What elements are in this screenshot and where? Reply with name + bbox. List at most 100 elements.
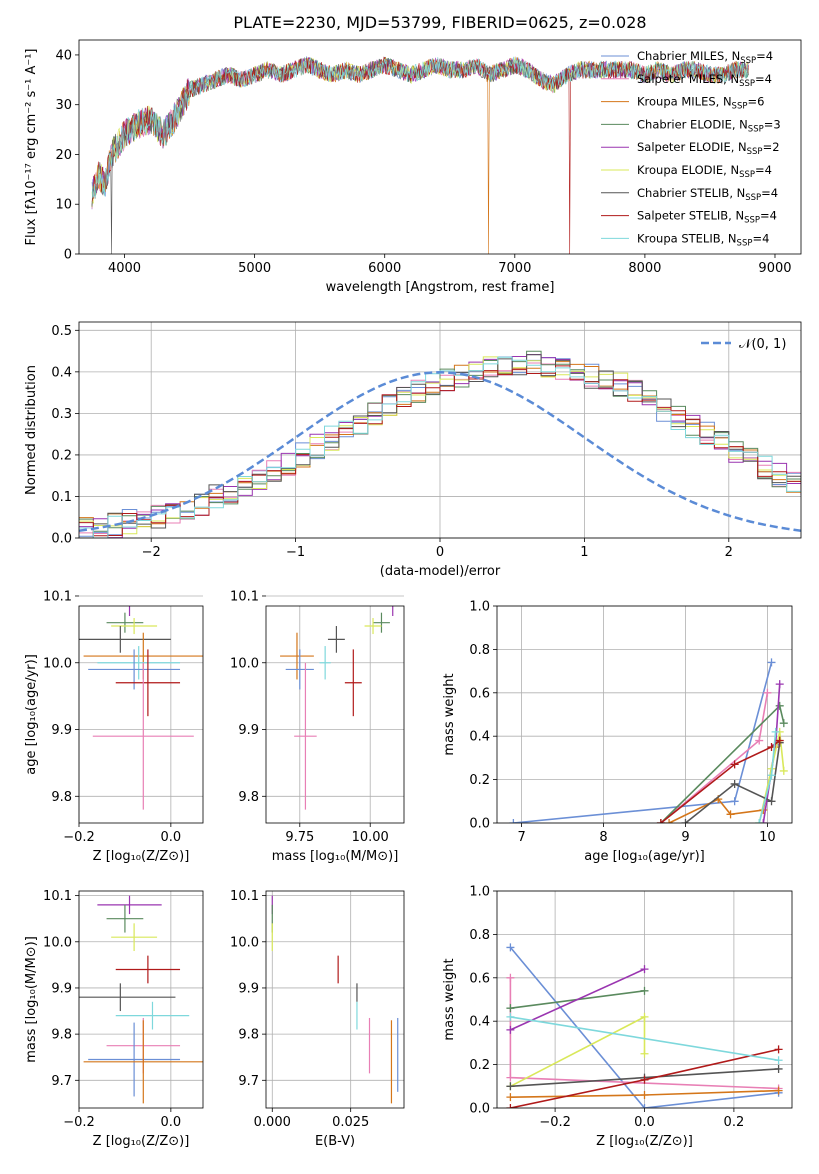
spectrum-line	[91, 56, 749, 198]
y-tick-label: 0.3	[51, 407, 72, 422]
y-tick-label: 0.8	[469, 643, 490, 658]
x-tick-label: 7	[517, 830, 525, 845]
y-tick-label: 1.0	[469, 885, 490, 900]
y-tick-label: 0.4	[469, 730, 490, 745]
y-tick-label: 10.0	[230, 935, 259, 950]
weight-line	[685, 742, 781, 823]
legend-suffix: =6	[747, 95, 764, 109]
histogram-step	[79, 354, 801, 538]
x-tick-label: 10.00	[352, 830, 389, 845]
weight-line	[510, 1016, 779, 1062]
x-tick-label: 1	[580, 545, 588, 560]
legend-label: Kroupa MILES, NSSP=6	[637, 95, 764, 112]
y-tick-label: 9.9	[238, 723, 259, 738]
weight-marker	[506, 973, 515, 982]
error-bar-point	[285, 649, 314, 690]
y-tick-label: 40	[55, 48, 72, 63]
y-tick-label: 10.0	[43, 656, 72, 671]
legend-suffix: =4	[752, 231, 769, 245]
y-tick-label: 0.1	[51, 490, 72, 505]
y-tick-label: 0.0	[51, 532, 72, 547]
weight-marker	[506, 943, 515, 952]
error-bar-point	[115, 955, 181, 984]
x-tick-label: 0.0	[634, 1115, 655, 1130]
weight-marker	[506, 1012, 515, 1021]
error-bar-point	[115, 1001, 190, 1030]
mass_vs_ebv-panel: 0.000 0.025 9.7 9.8 9.9 10.0 10.1 E(B-V)	[230, 889, 405, 1149]
x-axis-label: Z [log₁₀(Z/Z⊙)]	[93, 849, 190, 864]
weight-marker	[763, 688, 772, 697]
x-axis-label: age [log₁₀(age/yr)]	[584, 849, 705, 864]
weight-marker	[506, 1025, 515, 1034]
x-tick-label: 9	[681, 830, 689, 845]
weight-line	[513, 662, 773, 823]
weight-marker	[774, 1045, 783, 1054]
x-axis-label: Z [log₁₀(Z/Z⊙)]	[93, 1134, 190, 1149]
x-axis-label: mass [log₁₀(M/M⊙)]	[272, 849, 399, 864]
residuals-panel: −2 −1 0 1 2 0.0 0.1 0.2 0.3 0.4 0.5 (data-model)/er…	[24, 321, 802, 579]
histogram-step	[79, 354, 801, 538]
legend-suffix: =4	[756, 49, 773, 63]
y-tick-label: 9.8	[238, 790, 259, 805]
x-tick-label: 0.0	[161, 830, 182, 845]
axes-frame	[496, 890, 793, 1109]
x-tick-label: −0.2	[63, 1115, 95, 1130]
legend-subscript: SSP	[739, 79, 755, 89]
error-bar-point	[128, 606, 131, 617]
y-tick-label: 9.9	[51, 723, 72, 738]
y-axis-label: age [log₁₀(age/yr)]	[24, 654, 39, 775]
y-tick-label: 10.1	[230, 589, 259, 604]
axes-frame	[265, 890, 405, 1109]
y-tick-label: 0	[64, 248, 72, 263]
weight-marker	[767, 797, 776, 806]
age_vs_Z-panel: −0.2 0.0 9.8 9.9 10.0 10.1 Z [log₁₀(Z/Z⊙)] age …	[24, 589, 204, 864]
weight-marker	[506, 1004, 515, 1013]
y-tick-label: 10.1	[230, 889, 259, 904]
weight-marker	[779, 766, 788, 775]
axes-frame	[78, 39, 802, 255]
weight-marker	[640, 1012, 649, 1021]
error-bar-point	[373, 612, 390, 633]
spectrum-panel: 4000 5000 6000 7000 8000 9000 0 10 20 30 40 wavelen…	[24, 39, 802, 295]
axes-frame	[78, 605, 204, 824]
x-tick-label: 5000	[238, 261, 271, 276]
legend-label: Kroupa ELODIE, NSSP=4	[637, 163, 772, 180]
y-tick-label: 10.0	[43, 935, 72, 950]
x-tick-label: 10	[759, 830, 776, 845]
axes-frame	[78, 321, 802, 539]
weight-marker	[730, 760, 739, 769]
figure-title: PLATE=2230, MJD=53799, FIBERID=0625, z=0…	[233, 13, 646, 32]
legend-subscript: SSP	[732, 102, 748, 112]
weight-marker	[640, 1049, 649, 1058]
y-tick-label: 9.8	[238, 1028, 259, 1043]
histogram-step	[79, 356, 801, 537]
x-tick-label: 6000	[368, 261, 401, 276]
y-tick-label: 10.0	[230, 656, 259, 671]
error-bar-point	[92, 662, 194, 810]
legend-label: Chabrier ELODIE, NSSP=3	[637, 117, 781, 134]
weight-marker	[509, 819, 518, 823]
mass_vs_Z-panel: −0.2 0.0 9.7 9.8 9.9 10.0 10.1 Z [log₁₀(Z/Z⊙)] m…	[24, 889, 204, 1149]
weight-marker	[640, 1104, 649, 1108]
legend-label: Chabrier STELIB, NSSP=4	[637, 186, 778, 203]
y-axis-label: Flux [fλ10⁻¹⁷ erg cm⁻² s⁻¹ A⁻¹]	[24, 49, 39, 246]
x-tick-label: 8000	[628, 261, 661, 276]
x-tick-label: −2	[142, 545, 161, 560]
error-bar-point	[79, 983, 176, 1012]
y-tick-label: 0.4	[51, 365, 72, 380]
legend-suffix: =4	[761, 186, 778, 200]
error-bar-point	[97, 895, 162, 915]
weight-marker	[775, 680, 784, 689]
y-tick-label: 0.8	[469, 928, 490, 943]
error-bar-point	[79, 626, 171, 653]
panels: 4000 5000 6000 7000 8000 9000010203040wavelen…	[24, 39, 802, 1149]
y-tick-label: 10.1	[43, 889, 72, 904]
x-tick-label: 0.2	[724, 1115, 745, 1130]
error-bar-point	[294, 662, 317, 810]
x-tick-label: 9000	[758, 261, 791, 276]
y-tick-label: 1.0	[469, 600, 490, 615]
error-bar-point	[83, 1020, 203, 1104]
x-tick-label: −0.2	[539, 1115, 571, 1130]
y-tick-label: 9.8	[51, 790, 72, 805]
